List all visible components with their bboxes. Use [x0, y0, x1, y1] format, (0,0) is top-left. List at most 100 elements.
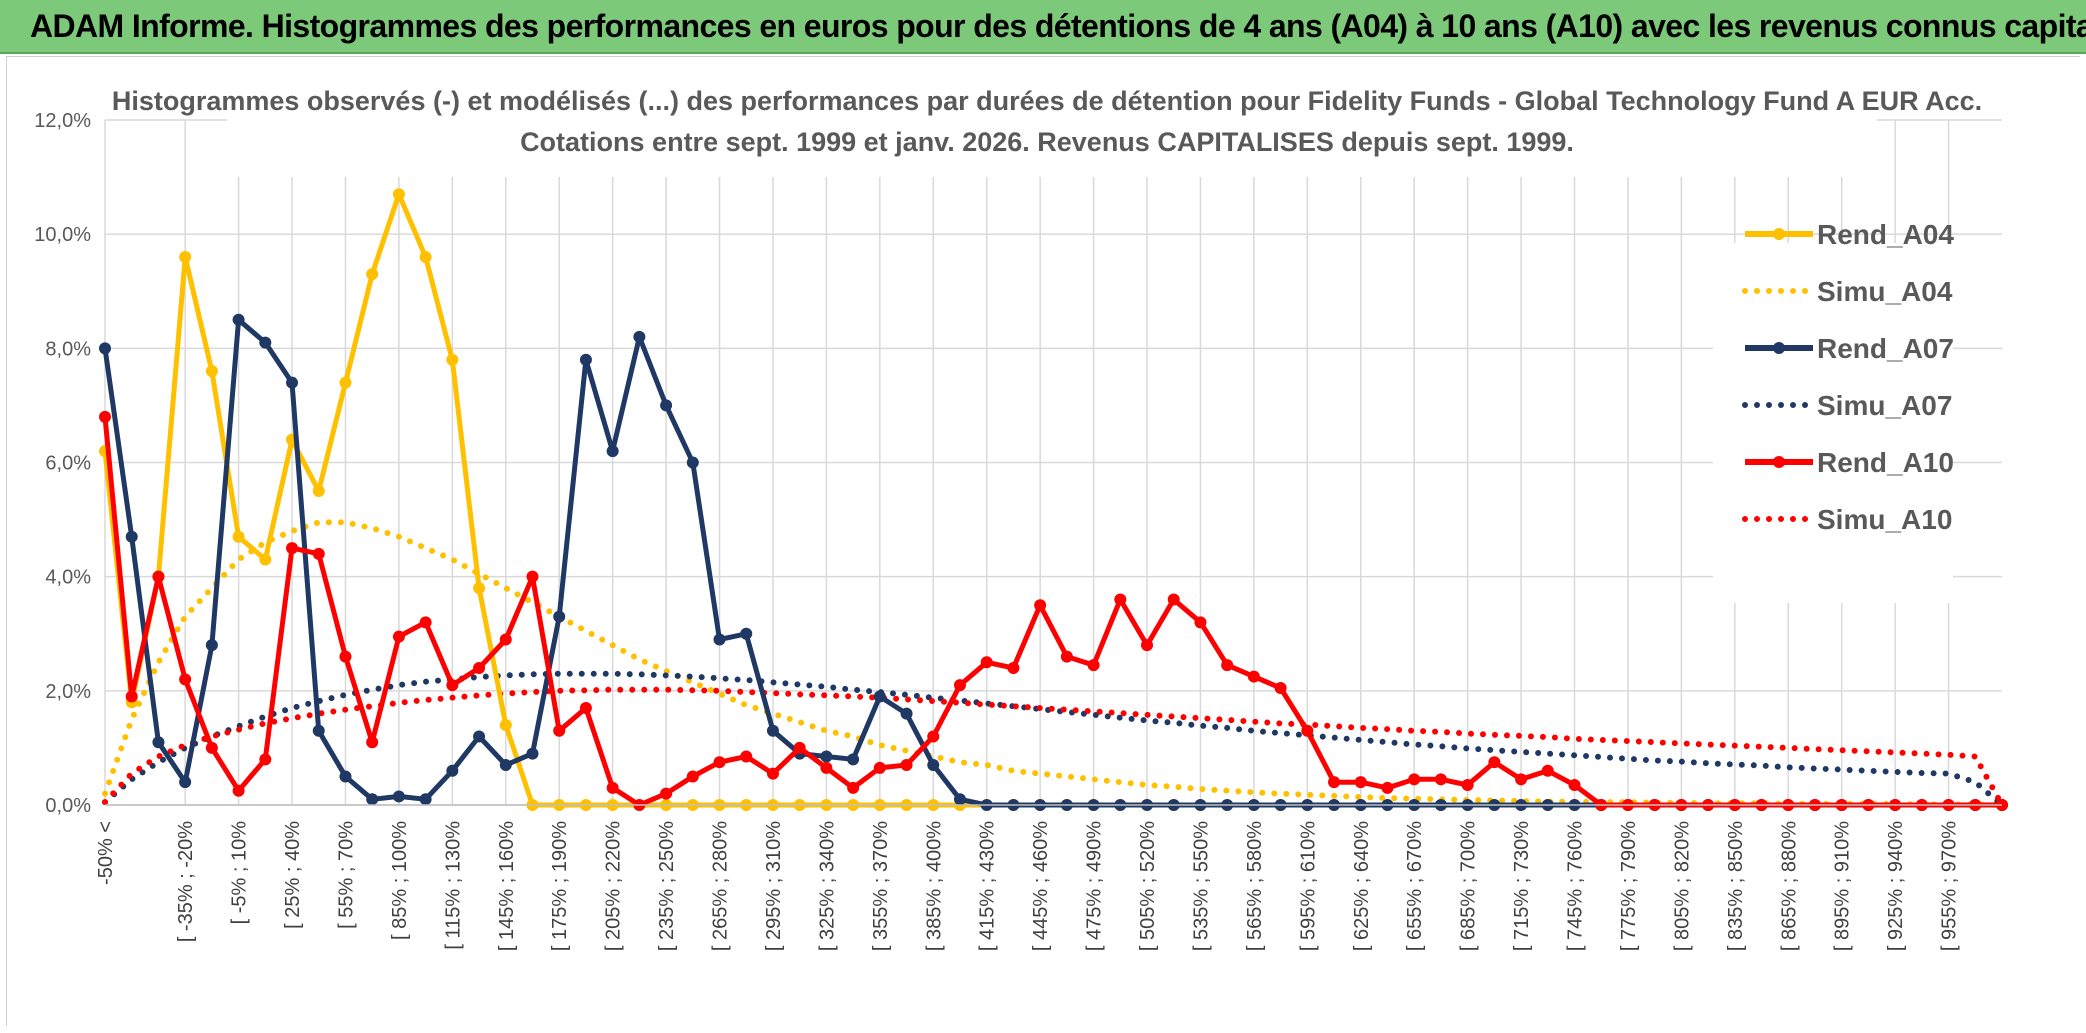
- data-point-rend-a07: [579, 353, 592, 366]
- x-tick-label: [ 805% ; 820%: [1671, 821, 1693, 951]
- x-tick-label: [ 475% ; 490%: [1084, 821, 1106, 951]
- data-point-rend-a04: [473, 582, 486, 595]
- series-line-simu-a10: [102, 686, 2005, 808]
- legend-marker-rend-a07: [1773, 342, 1785, 354]
- data-point-rend-a07: [633, 330, 646, 343]
- data-point-rend-a10: [259, 753, 272, 766]
- legend-label-rend-a07: Rend_A07: [1817, 333, 1954, 364]
- legend-marker-rend-a10: [1773, 456, 1785, 468]
- data-point-rend-a10: [1167, 593, 1180, 606]
- x-tick-label: [ 745% ; 760%: [1565, 821, 1587, 951]
- data-point-rend-a10: [1568, 779, 1581, 792]
- y-tick-label: 8,0%: [45, 338, 91, 360]
- data-point-rend-a10: [392, 630, 405, 643]
- data-point-rend-a10: [553, 724, 566, 737]
- data-point-rend-a10: [820, 761, 833, 774]
- x-tick-label: [ 565% ; 580%: [1244, 821, 1266, 951]
- data-point-rend-a07: [873, 690, 886, 703]
- chart-area: 0,0% 2,0% 4,0% 6,0% 8,0% 10,0% 12,0% -50% < [ -3…: [6, 56, 2081, 1027]
- data-point-rend-a10: [1541, 764, 1554, 777]
- data-point-rend-a10: [232, 784, 245, 797]
- x-tick-label: [ 145% ; 160%: [496, 821, 518, 951]
- data-point-rend-a04: [205, 365, 218, 378]
- data-point-rend-a10: [766, 767, 779, 780]
- data-point-rend-a10: [1247, 670, 1260, 683]
- data-point-rend-a04: [392, 188, 405, 201]
- data-point-rend-a07: [740, 627, 753, 640]
- data-point-rend-a10: [1007, 662, 1020, 674]
- data-point-rend-a04: [339, 376, 352, 389]
- data-point-rend-a07: [179, 776, 192, 789]
- data-point-rend-a04: [366, 268, 379, 281]
- y-tick-label: 6,0%: [45, 453, 91, 475]
- data-point-rend-a10: [900, 759, 913, 772]
- data-point-rend-a10: [499, 633, 512, 646]
- data-point-rend-a10: [606, 781, 619, 794]
- data-point-rend-a07: [713, 633, 726, 646]
- x-tick-label: -50% <: [95, 821, 117, 885]
- data-point-rend-a10: [419, 616, 432, 629]
- legend: Rend_A04 Simu_A04 Rend_A07 Simu_A07 Rend_A10…: [1742, 219, 1954, 535]
- data-point-rend-a10: [473, 662, 486, 674]
- y-tick-label: 10,0%: [34, 224, 91, 246]
- data-point-rend-a10: [205, 741, 218, 754]
- data-point-rend-a10: [526, 570, 539, 583]
- data-point-rend-a10: [1408, 773, 1421, 786]
- x-tick-label: [ 55% ; 70%: [335, 821, 357, 929]
- data-point-rend-a10: [152, 570, 165, 583]
- x-tick-label: [ 385% ; 400%: [923, 821, 945, 951]
- data-point-rend-a10: [1274, 681, 1287, 694]
- data-point-rend-a07: [392, 790, 405, 803]
- data-point-rend-a07: [152, 736, 165, 749]
- data-point-rend-a10: [847, 781, 860, 794]
- data-point-rend-a07: [606, 445, 619, 458]
- data-point-rend-a10: [660, 787, 673, 800]
- data-point-rend-a10: [953, 679, 966, 692]
- data-point-rend-a04: [312, 485, 325, 498]
- data-point-rend-a10: [179, 673, 192, 686]
- data-point-rend-a10: [686, 770, 699, 783]
- legend-label-rend-a10: Rend_A10: [1817, 447, 1954, 478]
- data-point-rend-a07: [900, 707, 913, 720]
- data-point-rend-a07: [205, 639, 218, 652]
- data-point-rend-a10: [446, 679, 459, 692]
- data-point-rend-a07: [473, 730, 486, 743]
- data-point-rend-a10: [1141, 639, 1154, 652]
- data-point-rend-a10: [740, 750, 753, 763]
- data-point-rend-a04: [232, 530, 245, 543]
- data-point-rend-a07: [99, 342, 111, 355]
- data-point-rend-a07: [446, 764, 459, 777]
- x-tick-label: [ 175% ; 190%: [549, 821, 571, 951]
- data-point-rend-a10: [1354, 776, 1367, 789]
- data-point-rend-a07: [125, 530, 138, 543]
- data-point-rend-a10: [1034, 599, 1047, 612]
- legend-marker-rend-a04: [1773, 228, 1785, 240]
- data-point-rend-a10: [1515, 773, 1528, 786]
- x-tick-label: [ 955% ; 970%: [1939, 821, 1961, 951]
- data-point-rend-a07: [259, 336, 272, 349]
- x-tick-label: [ 265% ; 280%: [710, 821, 732, 951]
- x-tick-label: [ 685% ; 700%: [1458, 821, 1480, 951]
- legend-label-rend-a04: Rend_A04: [1817, 219, 1954, 250]
- data-point-rend-a10: [927, 730, 940, 743]
- x-tick-label: [ 25% ; 40%: [282, 821, 304, 929]
- data-point-rend-a10: [980, 656, 993, 669]
- banner-title: ADAM Informe. Histogrammes des performan…: [30, 8, 2086, 44]
- data-point-rend-a07: [526, 747, 539, 760]
- y-tick-label: 12,0%: [34, 110, 91, 132]
- x-tick-label: [ 115% ; 130%: [442, 821, 464, 950]
- x-tick-label: [ 205% ; 220%: [603, 821, 625, 951]
- histogram-chart: 0,0% 2,0% 4,0% 6,0% 8,0% 10,0% 12,0% -50% < [ -3…: [7, 57, 2081, 1027]
- y-tick-label: 4,0%: [45, 567, 91, 589]
- data-point-rend-a07: [312, 724, 325, 737]
- data-point-rend-a07: [499, 759, 512, 772]
- x-tick-label: [ -5% ; 10%: [229, 821, 251, 925]
- x-tick-label: [ 925% ; 940%: [1885, 821, 1907, 951]
- axes: 0,0% 2,0% 4,0% 6,0% 8,0% 10,0% 12,0% -50% < [ -3…: [34, 110, 2002, 951]
- x-tick-label: [ 715% ; 730%: [1511, 821, 1533, 951]
- data-point-rend-a10: [125, 690, 138, 703]
- x-tick-label: [ 535% ; 550%: [1190, 821, 1212, 951]
- legend-label-simu-a10: Simu_A10: [1817, 504, 1952, 535]
- legend-label-simu-a04: Simu_A04: [1817, 276, 1953, 307]
- data-point-rend-a10: [713, 756, 726, 769]
